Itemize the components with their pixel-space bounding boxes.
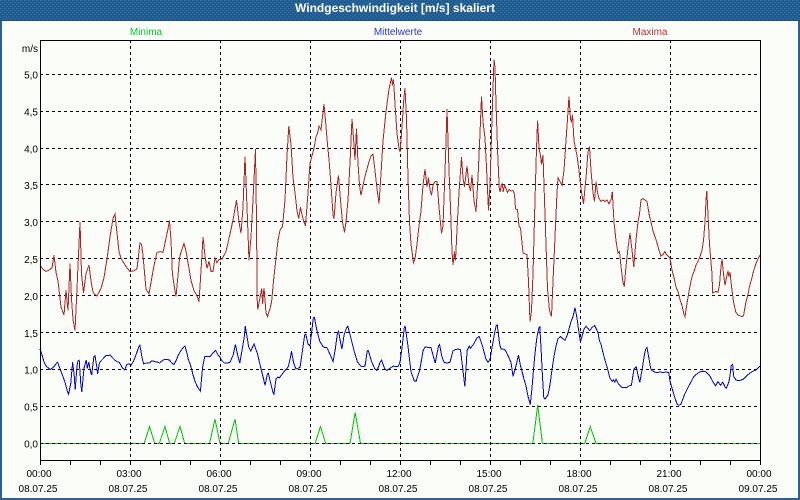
svg-text:1,5: 1,5 xyxy=(24,329,38,340)
svg-text:0,0: 0,0 xyxy=(24,440,38,451)
svg-text:1,0: 1,0 xyxy=(24,366,38,377)
svg-text:12:00: 12:00 xyxy=(386,469,411,480)
svg-text:08.07.25: 08.07.25 xyxy=(559,484,598,495)
svg-text:09:00: 09:00 xyxy=(296,469,321,480)
svg-text:2,5: 2,5 xyxy=(24,255,38,266)
svg-text:03:00: 03:00 xyxy=(116,469,141,480)
svg-text:Mittelwerte: Mittelwerte xyxy=(374,27,423,38)
svg-text:21:00: 21:00 xyxy=(656,469,681,480)
svg-text:m/s: m/s xyxy=(22,44,38,55)
svg-text:08.07.25: 08.07.25 xyxy=(109,484,148,495)
svg-text:08.07.25: 08.07.25 xyxy=(289,484,328,495)
svg-text:Maxima: Maxima xyxy=(632,27,667,38)
svg-text:15:00: 15:00 xyxy=(476,469,501,480)
svg-text:08.07.25: 08.07.25 xyxy=(379,484,418,495)
svg-text:3,5: 3,5 xyxy=(24,181,38,192)
svg-text:Minima: Minima xyxy=(130,27,163,38)
svg-text:4,0: 4,0 xyxy=(24,144,38,155)
svg-text:09.07.25: 09.07.25 xyxy=(739,484,778,495)
svg-text:4,5: 4,5 xyxy=(24,107,38,118)
svg-text:08.07.25: 08.07.25 xyxy=(469,484,508,495)
svg-text:08.07.25: 08.07.25 xyxy=(649,484,688,495)
svg-text:3,0: 3,0 xyxy=(24,218,38,229)
svg-text:00:00: 00:00 xyxy=(26,469,51,480)
svg-text:0,5: 0,5 xyxy=(24,403,38,414)
svg-text:08.07.25: 08.07.25 xyxy=(199,484,238,495)
svg-text:06:00: 06:00 xyxy=(206,469,231,480)
svg-text:08.07.25: 08.07.25 xyxy=(19,484,58,495)
svg-text:5,0: 5,0 xyxy=(24,71,38,82)
svg-text:2,0: 2,0 xyxy=(24,292,38,303)
svg-text:00:00: 00:00 xyxy=(746,469,771,480)
svg-text:18:00: 18:00 xyxy=(566,469,591,480)
svg-text:Windgeschwindigkeit [m/s] skal: Windgeschwindigkeit [m/s] skaliert xyxy=(295,1,495,15)
